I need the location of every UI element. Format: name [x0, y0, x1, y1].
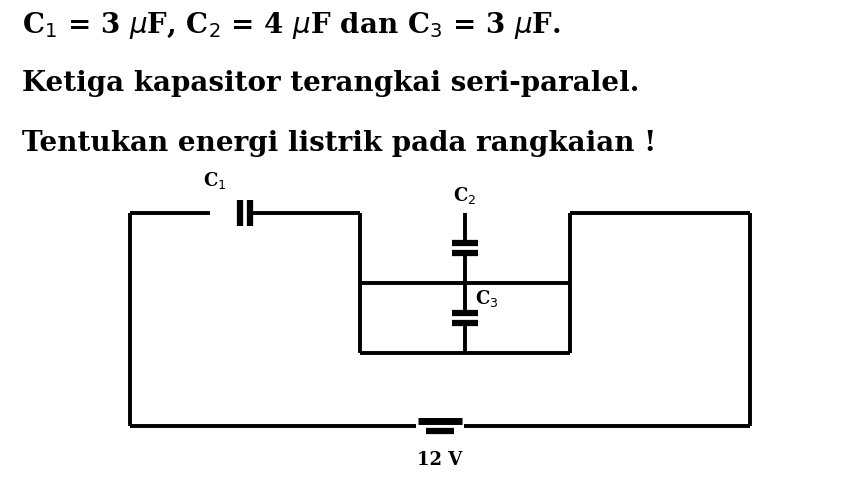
Text: C$_1$: C$_1$ — [202, 170, 226, 191]
Text: Ketiga kapasitor terangkai seri-paralel.: Ketiga kapasitor terangkai seri-paralel. — [22, 70, 639, 97]
Text: 12 V: 12 V — [417, 451, 462, 469]
Text: C$_1$ = 3 $\mu$F, C$_2$ = 4 $\mu$F dan C$_3$ = 3 $\mu$F.: C$_1$ = 3 $\mu$F, C$_2$ = 4 $\mu$F dan C… — [22, 10, 561, 41]
Text: C$_3$: C$_3$ — [474, 288, 498, 309]
Text: C$_2$: C$_2$ — [453, 185, 476, 206]
Text: Tentukan energi listrik pada rangkaian !: Tentukan energi listrik pada rangkaian ! — [22, 130, 655, 157]
